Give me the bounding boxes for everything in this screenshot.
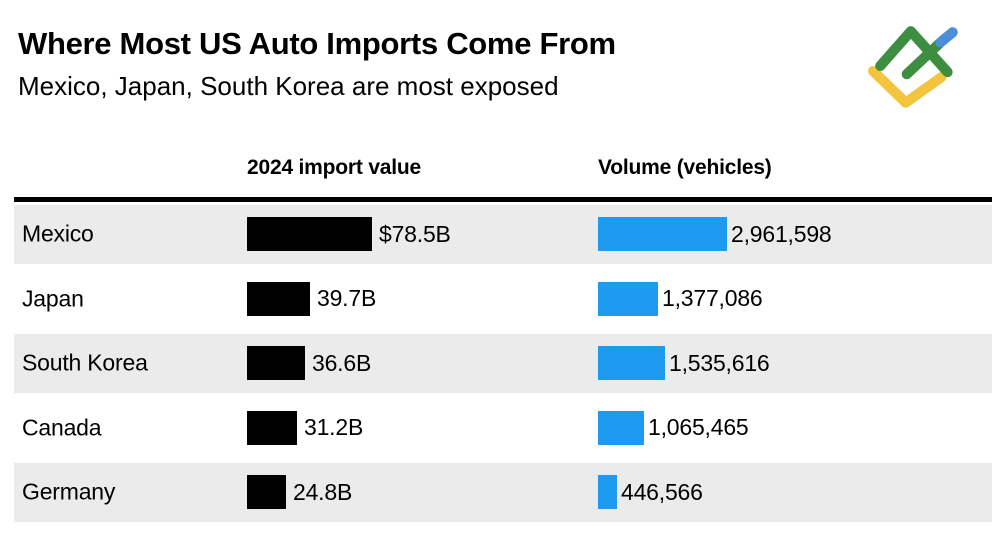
import-value-bar: [247, 346, 305, 381]
page-title: Where Most US Auto Imports Come From: [18, 26, 616, 61]
table-row: Japan 39.7B 1,377,086: [14, 267, 992, 332]
table-row: Mexico $78.5B 2,961,598: [14, 202, 992, 267]
imports-table: 2024 import value Volume (vehicles) Mexi…: [14, 148, 992, 525]
volume-label: 2,961,598: [731, 220, 832, 247]
logo-green-peak-icon: [875, 26, 953, 78]
page-subtitle: Mexico, Japan, South Korea are most expo…: [18, 70, 559, 101]
volume-bar: [598, 281, 658, 316]
logo-blue-tip-icon: [935, 27, 958, 48]
import-value-label: 36.6B: [312, 349, 372, 376]
table-top-rule: [14, 197, 992, 202]
import-value-cell: $78.5B: [247, 205, 451, 264]
import-value-label: 31.2B: [304, 414, 364, 441]
table-row: South Korea 36.6B 1,535,616: [14, 331, 992, 396]
import-value-bar: [247, 281, 310, 316]
country-label: Mexico: [22, 220, 94, 247]
table-row: Canada 31.2B 1,065,465: [14, 396, 992, 461]
import-value-bar: [247, 217, 372, 252]
volume-bar: [598, 346, 665, 381]
volume-bar: [598, 475, 617, 510]
logo-green-rise-icon: [901, 38, 945, 80]
volume-label: 1,065,465: [648, 414, 749, 441]
import-value-cell: 24.8B: [247, 463, 352, 522]
import-value-label: 39.7B: [317, 285, 377, 312]
country-label: Canada: [22, 414, 102, 441]
import-value-label: 24.8B: [293, 478, 353, 505]
country-label: Germany: [22, 478, 116, 505]
litefinance-logo: [868, 26, 958, 108]
volume-cell: 2,961,598: [598, 205, 832, 264]
volume-bar: [598, 410, 644, 445]
header: Where Most US Auto Imports Come From Mex…: [0, 0, 1000, 108]
volume-label: 1,377,086: [662, 285, 763, 312]
import-value-cell: 39.7B: [247, 267, 376, 332]
table-header: 2024 import value Volume (vehicles): [14, 148, 992, 197]
volume-label: 446,566: [621, 478, 703, 505]
volume-cell: 1,377,086: [598, 267, 763, 332]
import-value-bar: [247, 410, 297, 445]
import-value-bar: [247, 475, 286, 510]
volume-label: 1,535,616: [669, 349, 770, 376]
table-row: Germany 24.8B 446,566: [14, 460, 992, 525]
import-value-cell: 31.2B: [247, 396, 363, 461]
volume-cell: 1,535,616: [598, 334, 770, 393]
import-value-cell: 36.6B: [247, 334, 371, 393]
volume-cell: 1,065,465: [598, 396, 749, 461]
logo-yellow-check-icon: [868, 65, 947, 108]
volume-bar: [598, 217, 727, 252]
import-value-label: $78.5B: [379, 220, 451, 247]
volume-cell: 446,566: [598, 463, 703, 522]
country-label: Japan: [22, 285, 84, 312]
table-body: Mexico $78.5B 2,961,598 Japan 39.7B 1,377,086…: [14, 202, 992, 525]
column-header-import-value: 2024 import value: [247, 156, 422, 179]
country-label: South Korea: [22, 349, 148, 376]
column-header-volume: Volume (vehicles): [598, 156, 772, 179]
